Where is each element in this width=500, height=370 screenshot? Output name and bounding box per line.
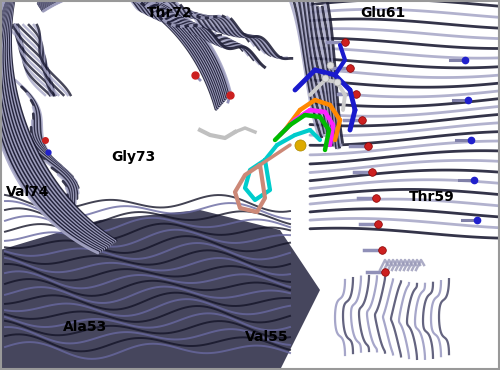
Text: Val55: Val55: [245, 330, 289, 344]
Text: Thr59: Thr59: [409, 190, 455, 204]
Text: Gly73: Gly73: [111, 150, 155, 164]
Text: Ala53: Ala53: [63, 320, 107, 334]
Text: Glu61: Glu61: [360, 6, 406, 20]
Text: Val74: Val74: [6, 185, 50, 199]
Text: Thr72: Thr72: [147, 6, 193, 20]
Polygon shape: [0, 210, 320, 370]
